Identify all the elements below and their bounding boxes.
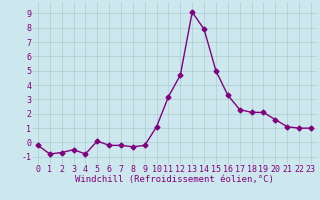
X-axis label: Windchill (Refroidissement éolien,°C): Windchill (Refroidissement éolien,°C) <box>75 175 274 184</box>
